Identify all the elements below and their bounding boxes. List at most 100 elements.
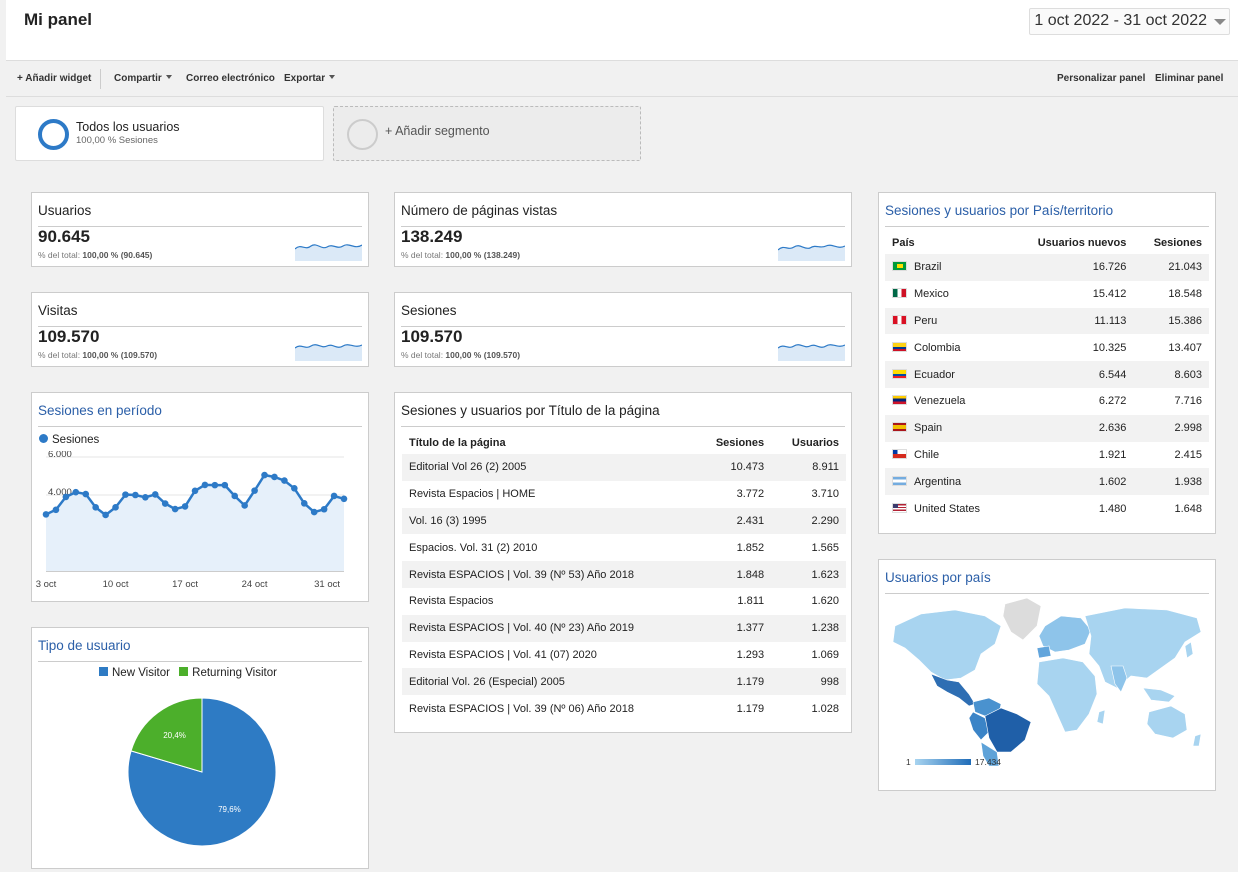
row-value: 1.179 [695, 695, 771, 722]
row-label-link[interactable]: Revista ESPACIOS | Vol. 41 (07) 2020 [402, 642, 695, 669]
data-point[interactable] [320, 505, 328, 513]
cell-text: Brazil [914, 261, 942, 274]
data-point[interactable] [171, 505, 179, 513]
row-label-link[interactable]: Colombia [885, 334, 1009, 361]
row-label-link[interactable]: United States [885, 495, 1009, 522]
add-segment-button[interactable]: + Añadir segmento [333, 106, 641, 161]
table-row: Venezuela 6.272 7.716 [885, 388, 1209, 415]
data-point[interactable] [42, 511, 50, 518]
customize-dashboard-button[interactable]: Personalizar panel [1057, 73, 1146, 84]
data-point[interactable] [62, 493, 70, 501]
widget-title[interactable]: Sesiones en período [38, 403, 162, 418]
share-menu[interactable]: Compartir [114, 73, 172, 84]
pie-slice[interactable] [130, 697, 203, 773]
widget-title: Sesiones y usuarios por Título de la pág… [401, 403, 660, 418]
metric-total: % del total: 100,00 % (109.570) [38, 350, 157, 360]
cell-text: Revista ESPACIOS | Vol. 39 (Nº 06) Año 2… [409, 702, 634, 715]
row-label-link[interactable]: Editorial Vol 26 (2) 2005 [402, 454, 695, 481]
cell-text: Chile [914, 448, 940, 461]
table-row: Editorial Vol 26 (2) 2005 10.473 8.911 [402, 454, 846, 481]
row-value: 1.565 [771, 534, 846, 561]
cell-text: 1.921 [1098, 448, 1127, 461]
data-point[interactable] [112, 504, 119, 511]
data-point[interactable] [261, 471, 268, 479]
widget-title[interactable]: Sesiones y usuarios por País/territorio [885, 203, 1114, 218]
cell-text: 1.623 [811, 568, 839, 581]
row-value: 1.293 [695, 642, 771, 669]
data-point[interactable] [340, 495, 348, 503]
data-point[interactable] [211, 481, 219, 489]
data-point[interactable] [271, 473, 278, 481]
row-label-link[interactable]: Revista Espacios | HOME [402, 481, 695, 508]
row-label-link[interactable]: Argentina [885, 468, 1009, 495]
row-label-link[interactable]: Revista Espacios [402, 588, 695, 615]
segment-all-users[interactable]: Todos los usuarios 100,00 % Sesiones [15, 106, 324, 161]
add-widget-button[interactable]: + Añadir widget [17, 73, 92, 84]
cell-text: 1.480 [1098, 502, 1127, 515]
data-point[interactable] [231, 492, 239, 500]
export-menu[interactable]: Exportar [284, 73, 336, 84]
row-label-link[interactable]: Chile [885, 442, 1009, 469]
row-label-link[interactable]: Revista ESPACIOS | Vol. 39 (Nº 53) Año 2… [402, 561, 695, 588]
flag-icon [892, 502, 907, 513]
row-value: 1.377 [695, 615, 771, 642]
column-header: Usuarios [791, 436, 839, 449]
x-tick-label: 31 oct [314, 579, 340, 590]
legend-label-returning: Returning Visitor [192, 667, 277, 679]
date-range-picker[interactable]: 1 oct 2022 - 31 oct 2022 [1029, 8, 1230, 35]
cell-text: 8.603 [1174, 368, 1202, 381]
data-point[interactable] [221, 481, 229, 489]
table-row: Chile 1.921 2.415 [885, 442, 1209, 469]
data-point[interactable] [300, 500, 308, 507]
row-label-link[interactable]: Ecuador [885, 361, 1009, 388]
data-point[interactable] [291, 485, 298, 492]
data-point[interactable] [82, 490, 90, 498]
metric-total-value: 100,00 % (109.570) [82, 350, 158, 360]
data-point[interactable] [181, 503, 189, 510]
chart-legend: Sesiones [39, 434, 99, 446]
delete-dashboard-button[interactable]: Eliminar panel [1155, 73, 1224, 84]
data-point[interactable] [52, 506, 60, 514]
cell-text: 1.238 [811, 622, 839, 635]
row-label-link[interactable]: Spain [885, 415, 1009, 442]
row-label-link[interactable]: Vol. 16 (3) 1995 [402, 508, 695, 535]
data-point[interactable] [281, 477, 288, 484]
row-label-link[interactable]: Mexico [885, 281, 1009, 308]
data-point[interactable] [201, 481, 209, 489]
row-label-link[interactable]: Editorial Vol. 26 (Especial) 2005 [402, 668, 695, 695]
row-value: 21.043 [1133, 254, 1209, 281]
row-value: 10.325 [1009, 334, 1134, 361]
table-row: Editorial Vol. 26 (Especial) 2005 1.179 99… [402, 668, 846, 696]
table-row: Mexico 15.412 18.548 [885, 281, 1209, 308]
row-label-link[interactable]: Brazil [885, 254, 1009, 281]
data-point[interactable] [132, 491, 139, 499]
pie-slice[interactable] [127, 697, 277, 847]
widget-title[interactable]: Usuarios por país [885, 570, 991, 585]
row-label-link[interactable]: Venezuela [885, 388, 1009, 415]
data-point[interactable] [241, 502, 248, 509]
widget-title[interactable]: Tipo de usuario [38, 638, 131, 653]
email-button[interactable]: Correo electrónico [186, 73, 275, 84]
data-point[interactable] [191, 487, 199, 495]
data-point[interactable] [122, 491, 129, 498]
data-point[interactable] [151, 491, 159, 498]
data-point[interactable] [72, 488, 80, 496]
row-label-link[interactable]: Espacios. Vol. 31 (2) 2010 [402, 534, 695, 561]
cell-text: 1.293 [736, 648, 765, 661]
column-header: Sesiones [1153, 236, 1202, 249]
flag-icon [892, 341, 907, 352]
data-point[interactable] [251, 487, 258, 494]
data-point[interactable] [161, 500, 169, 507]
metric-total-value: 100,00 % (138.249) [445, 250, 521, 260]
data-point[interactable] [310, 508, 318, 516]
map-region-southern-cone [980, 741, 1000, 766]
data-point[interactable] [92, 504, 99, 511]
data-point[interactable] [330, 492, 338, 500]
row-label-link[interactable]: Peru [885, 308, 1009, 335]
sparkline [778, 344, 845, 361]
data-point[interactable] [102, 511, 109, 519]
row-label-link[interactable]: Revista ESPACIOS | Vol. 40 (Nº 23) Año 2… [402, 615, 695, 642]
data-point[interactable] [142, 493, 149, 501]
row-label-link[interactable]: Revista ESPACIOS | Vol. 39 (Nº 06) Año 2… [402, 695, 695, 722]
